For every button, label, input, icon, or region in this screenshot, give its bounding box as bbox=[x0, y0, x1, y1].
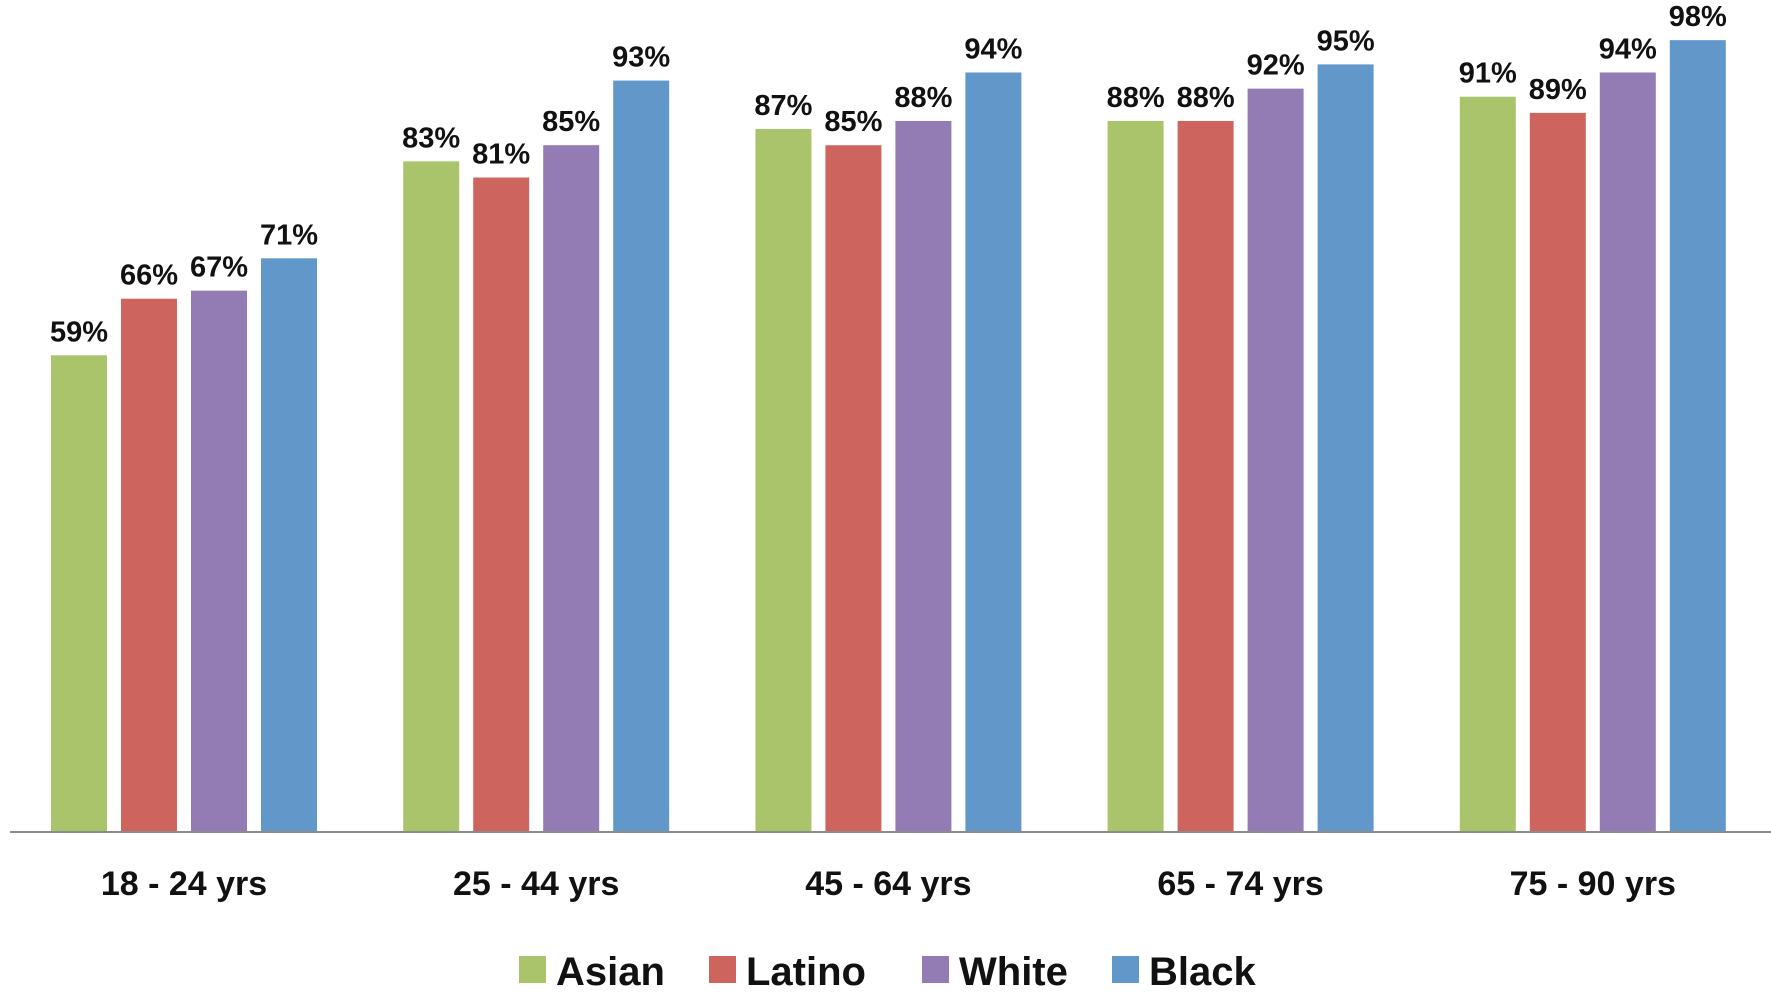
bar-value-label: 66% bbox=[120, 260, 178, 292]
bar-value-label: 91% bbox=[1459, 58, 1517, 90]
bar-white-18-24-yrs bbox=[191, 290, 247, 832]
bar-black-25-44-yrs bbox=[613, 80, 670, 832]
x-tick-label: 45 - 64 yrs bbox=[805, 865, 971, 903]
bar-value-label: 87% bbox=[754, 90, 812, 122]
bar-latino-75-90-yrs bbox=[1529, 112, 1586, 832]
bar-value-label: 94% bbox=[1599, 33, 1657, 65]
legend-item-asian: Asian bbox=[519, 950, 665, 994]
bar-black-65-74-yrs bbox=[1317, 64, 1374, 832]
bar-asian-75-90-yrs bbox=[1459, 96, 1516, 833]
legend-item-white: White bbox=[922, 950, 1068, 994]
legend-swatch bbox=[1112, 956, 1139, 983]
bar-white-65-74-yrs bbox=[1247, 88, 1304, 832]
x-tick-label: 18 - 24 yrs bbox=[101, 865, 267, 903]
bar-value-label: 94% bbox=[964, 33, 1022, 65]
bar-black-18-24-yrs bbox=[261, 258, 317, 832]
legend-item-black: Black bbox=[1112, 950, 1256, 994]
bar-latino-45-64-yrs bbox=[825, 145, 882, 832]
bar-black-45-64-yrs bbox=[965, 72, 1022, 833]
bar-latino-18-24-yrs bbox=[121, 298, 177, 833]
bar-labels-layer: 59% 66% 67% 71% 83% 81% 85% 93% 87% 85% 88% 94% 88% 8… bbox=[50, 1, 1727, 348]
x-tick-label: 25 - 44 yrs bbox=[453, 865, 619, 903]
bar-white-45-64-yrs bbox=[895, 120, 952, 832]
bar-white-75-90-yrs bbox=[1599, 72, 1656, 833]
bar-value-label: 67% bbox=[190, 252, 248, 284]
legend-label: Asian bbox=[556, 950, 665, 994]
bar-value-label: 95% bbox=[1317, 25, 1375, 57]
legend-item-latino: Latino bbox=[709, 950, 866, 994]
bar-white-25-44-yrs bbox=[543, 145, 600, 832]
bar-value-label: 93% bbox=[612, 42, 670, 74]
bar-value-label: 85% bbox=[824, 106, 882, 138]
bar-value-label: 81% bbox=[472, 139, 530, 171]
bar-latino-25-44-yrs bbox=[473, 177, 530, 832]
bar-value-label: 98% bbox=[1669, 1, 1727, 33]
legend-swatch bbox=[519, 956, 546, 983]
legend-swatch bbox=[709, 956, 736, 983]
bar-asian-18-24-yrs bbox=[51, 355, 107, 832]
legend-label: White bbox=[959, 950, 1068, 994]
legend-label: Latino bbox=[746, 950, 866, 994]
bar-value-label: 71% bbox=[260, 219, 318, 251]
legend: Asian Latino White Black bbox=[519, 950, 1256, 994]
legend-label: Black bbox=[1149, 950, 1256, 994]
bar-value-label: 92% bbox=[1247, 50, 1305, 82]
bar-asian-45-64-yrs bbox=[755, 129, 812, 833]
bar-value-label: 88% bbox=[1107, 82, 1165, 114]
bar-value-label: 88% bbox=[1177, 82, 1235, 114]
bar-value-label: 85% bbox=[542, 106, 600, 138]
bar-latino-65-74-yrs bbox=[1177, 120, 1234, 832]
x-tick-label: 75 - 90 yrs bbox=[1510, 865, 1676, 903]
bar-black-75-90-yrs bbox=[1669, 40, 1726, 833]
bar-value-label: 88% bbox=[894, 82, 952, 114]
bar-value-label: 83% bbox=[402, 122, 460, 154]
bars-layer bbox=[51, 40, 1726, 833]
x-tick-labels: 18 - 24 yrs 25 - 44 yrs 45 - 64 yrs 65 - 74… bbox=[101, 865, 1676, 903]
legend-swatch bbox=[922, 956, 949, 983]
bar-value-label: 59% bbox=[50, 316, 108, 348]
x-tick-label: 65 - 74 yrs bbox=[1157, 865, 1323, 903]
bar-asian-65-74-yrs bbox=[1107, 120, 1164, 832]
bar-value-label: 89% bbox=[1529, 74, 1587, 106]
bar-asian-25-44-yrs bbox=[403, 161, 460, 833]
